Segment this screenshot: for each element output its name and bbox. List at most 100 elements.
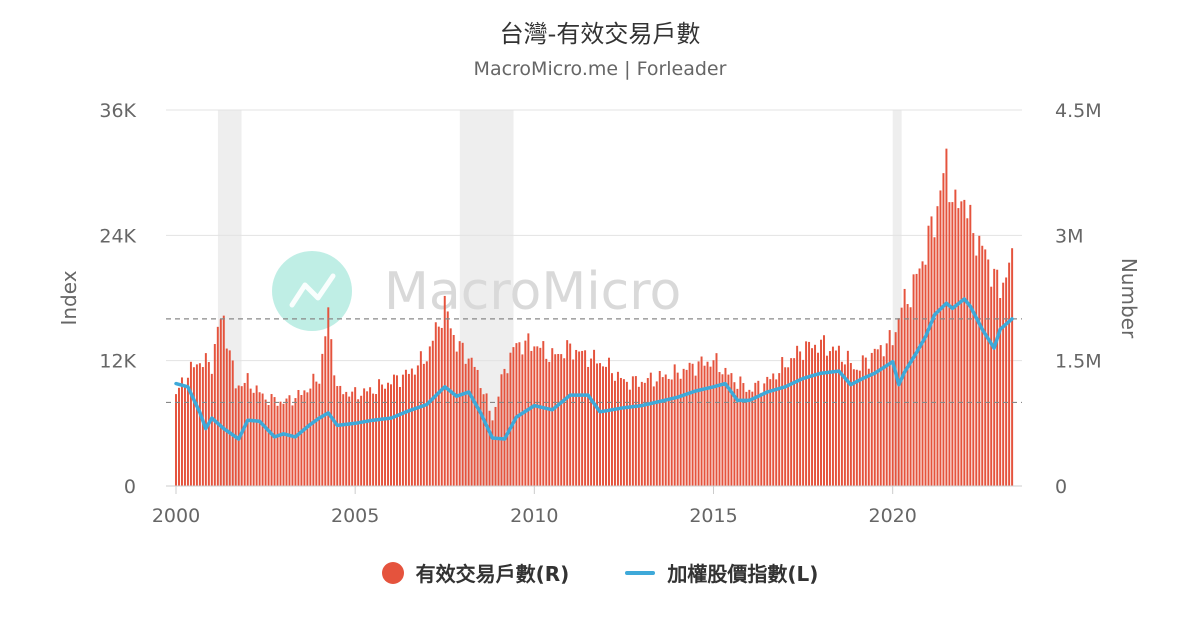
bar	[548, 361, 551, 486]
bar	[539, 347, 542, 486]
bar	[345, 391, 348, 486]
bar	[467, 358, 470, 486]
bar	[852, 369, 855, 486]
bar	[652, 386, 655, 486]
bar	[413, 374, 416, 486]
bar	[805, 341, 808, 486]
bar	[625, 381, 628, 486]
y-right-tick-label: 4.5M	[1055, 100, 1102, 122]
bar	[751, 391, 754, 486]
bar	[357, 399, 360, 486]
bar	[309, 388, 312, 486]
bar	[987, 259, 990, 486]
bar	[243, 382, 246, 486]
bar	[637, 386, 640, 486]
bar	[596, 363, 599, 486]
bar	[321, 353, 324, 486]
x-tick-label: 2020	[868, 505, 916, 527]
bar	[354, 387, 357, 486]
bar	[443, 295, 446, 486]
bar	[404, 369, 407, 486]
bar	[975, 255, 978, 486]
bar	[831, 346, 834, 486]
bar	[999, 298, 1002, 486]
bar	[393, 374, 395, 486]
y-right-tick-label: 0	[1055, 476, 1067, 498]
watermark: MacroMicro	[272, 251, 681, 331]
bar	[452, 334, 455, 486]
bar	[775, 379, 778, 486]
bar	[249, 388, 252, 486]
bar	[628, 389, 631, 486]
bar	[186, 377, 189, 486]
bar	[921, 261, 924, 486]
bar	[198, 363, 201, 486]
bar	[697, 361, 700, 486]
bar	[942, 173, 945, 486]
bar	[924, 264, 927, 486]
bar	[796, 345, 799, 486]
x-tick-label: 2005	[331, 505, 379, 527]
bar	[745, 391, 748, 486]
bar	[339, 385, 342, 486]
bar	[476, 369, 479, 486]
bar	[808, 341, 811, 486]
bar	[709, 366, 712, 486]
bar	[894, 332, 897, 486]
bar	[778, 373, 781, 486]
bar	[375, 394, 378, 486]
bar	[458, 341, 461, 486]
legend-item-line[interactable]: 加權股價指數(L)	[625, 558, 818, 587]
bar	[996, 269, 999, 486]
bar	[464, 363, 467, 486]
bar	[407, 373, 410, 486]
chart-subtitle: MacroMicro.me | Forleader	[473, 58, 727, 80]
bar	[646, 378, 649, 486]
y-right-axis-title: Number	[1117, 258, 1141, 339]
bar	[927, 225, 930, 486]
bar	[270, 394, 273, 486]
x-tick-label: 2015	[689, 505, 737, 527]
bar	[739, 376, 742, 486]
bar	[957, 208, 960, 486]
bar	[679, 378, 682, 486]
bar	[673, 364, 676, 486]
bar	[267, 405, 270, 486]
bar	[1011, 248, 1014, 486]
bar	[712, 360, 715, 486]
bar	[733, 382, 736, 486]
bar	[554, 354, 557, 486]
bar	[387, 382, 390, 486]
bar	[682, 368, 685, 486]
bar	[470, 357, 473, 486]
bar	[945, 148, 948, 486]
bar	[327, 307, 330, 486]
legend-item-bar[interactable]: 有效交易戶數(R)	[381, 558, 569, 587]
bar	[324, 336, 327, 486]
bar	[189, 361, 192, 486]
bar	[718, 372, 721, 486]
bar	[545, 358, 548, 486]
bar	[521, 354, 524, 486]
watermark-logo-mark	[289, 273, 336, 308]
bar	[231, 360, 234, 486]
bar	[981, 245, 984, 486]
bar	[410, 368, 413, 486]
bar	[688, 362, 691, 486]
bar	[930, 216, 933, 486]
bar	[195, 364, 198, 486]
bar	[485, 393, 488, 486]
bar	[864, 357, 867, 486]
bar	[849, 363, 852, 486]
bar	[506, 373, 509, 486]
bar	[876, 349, 879, 486]
bar	[560, 354, 563, 486]
bar	[282, 403, 285, 486]
bar	[748, 389, 751, 486]
bar	[846, 350, 849, 486]
bar	[933, 237, 936, 486]
bar	[757, 380, 760, 486]
bar	[978, 235, 981, 486]
bar	[333, 375, 336, 486]
bar	[482, 394, 485, 486]
